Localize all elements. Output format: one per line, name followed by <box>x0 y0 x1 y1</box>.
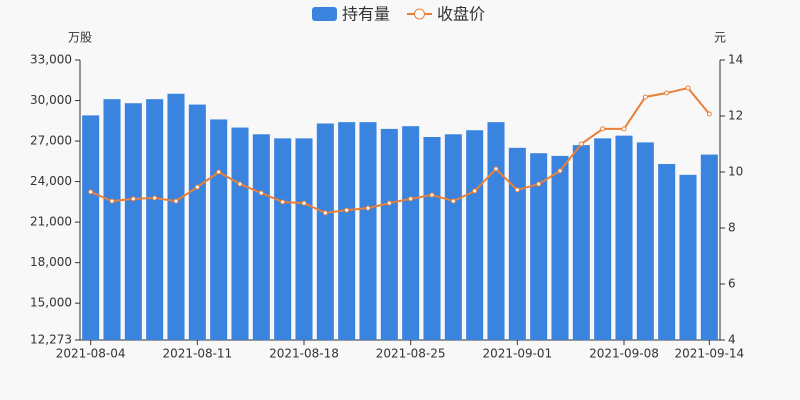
legend: 持有量 收盘价 <box>312 5 485 24</box>
bar <box>103 99 121 340</box>
bar <box>572 145 590 340</box>
bar <box>210 119 228 340</box>
bar <box>124 103 142 340</box>
x-tick-label: 2021-09-01 <box>482 347 552 361</box>
line-point <box>344 207 350 213</box>
bar <box>252 134 270 340</box>
y-tick-label: 33,000 <box>30 53 72 67</box>
line-point <box>301 200 307 206</box>
x-tick-label: 2021-08-04 <box>56 347 126 361</box>
y2-tick-label: 14 <box>728 53 743 67</box>
line-point <box>685 85 691 91</box>
bar <box>231 127 249 341</box>
bar <box>188 104 206 341</box>
y2-tick-label: 10 <box>728 165 743 179</box>
line-point <box>280 199 286 205</box>
line-point <box>88 189 94 195</box>
line-point <box>173 198 179 204</box>
line-point <box>237 181 243 187</box>
bar <box>316 123 334 340</box>
bar <box>380 128 398 340</box>
x-tick-label: 2021-09-14 <box>674 347 744 361</box>
bar <box>594 138 612 340</box>
bar <box>274 138 292 340</box>
bar <box>295 138 313 340</box>
y-tick-label: 21,000 <box>30 215 72 229</box>
line-point <box>386 200 392 206</box>
y-tick-label: 15,000 <box>30 296 72 310</box>
y-tick-label: 24,000 <box>30 174 72 188</box>
y-axis-unit: 万股 <box>68 31 92 45</box>
bar <box>359 122 377 340</box>
y-tick-label: 27,000 <box>30 134 72 148</box>
line-point <box>472 188 478 194</box>
line-point <box>365 205 371 211</box>
y-tick-label: 12,273 <box>30 333 72 347</box>
legend-label: 收盘价 <box>437 5 485 24</box>
x-tick-label: 2021-08-25 <box>376 347 446 361</box>
line-point <box>621 126 627 132</box>
line-point <box>130 196 136 202</box>
legend-label: 持有量 <box>342 5 390 24</box>
x-tick-label: 2021-09-08 <box>589 347 659 361</box>
line <box>90 86 711 214</box>
line-point <box>706 111 712 117</box>
y-tick-label: 18,000 <box>30 255 72 269</box>
bar <box>530 153 548 340</box>
line-point <box>600 126 606 132</box>
bar <box>700 154 718 340</box>
line-point <box>557 168 563 174</box>
bar <box>146 99 164 340</box>
line-point <box>493 166 499 172</box>
bar <box>167 93 185 341</box>
line-point <box>578 141 584 147</box>
bar <box>466 130 484 340</box>
line-point <box>514 187 520 193</box>
line-point <box>450 198 456 204</box>
line-point <box>664 90 670 96</box>
bar <box>402 126 420 341</box>
legend-swatch <box>312 7 337 21</box>
bar <box>82 115 100 341</box>
bar <box>551 155 569 340</box>
line-point <box>429 192 435 198</box>
line-point <box>194 184 200 190</box>
y2-tick-label: 6 <box>728 277 736 291</box>
line-point <box>258 190 264 196</box>
line-point <box>322 210 328 216</box>
y2-tick-label: 12 <box>728 109 743 123</box>
bar <box>487 122 505 340</box>
bar <box>444 134 462 340</box>
x-tick-label: 2021-08-11 <box>162 347 232 361</box>
line-point <box>536 181 542 187</box>
line-point <box>152 195 158 201</box>
bar <box>679 174 697 340</box>
y2-tick-label: 8 <box>728 221 736 235</box>
line-point <box>216 169 222 175</box>
bar <box>508 147 526 340</box>
bar <box>615 135 633 340</box>
line-point <box>109 198 115 204</box>
y-tick-label: 30,000 <box>30 93 72 107</box>
line-point <box>642 94 648 100</box>
y2-tick-label: 4 <box>728 333 736 347</box>
x-tick-label: 2021-08-18 <box>269 347 339 361</box>
bar <box>338 122 356 340</box>
bar <box>636 142 654 340</box>
bar <box>658 164 676 340</box>
y2-axis-unit: 元 <box>714 31 726 45</box>
legend-swatch-point <box>414 8 425 20</box>
bar <box>423 137 441 340</box>
line-point <box>408 196 414 202</box>
